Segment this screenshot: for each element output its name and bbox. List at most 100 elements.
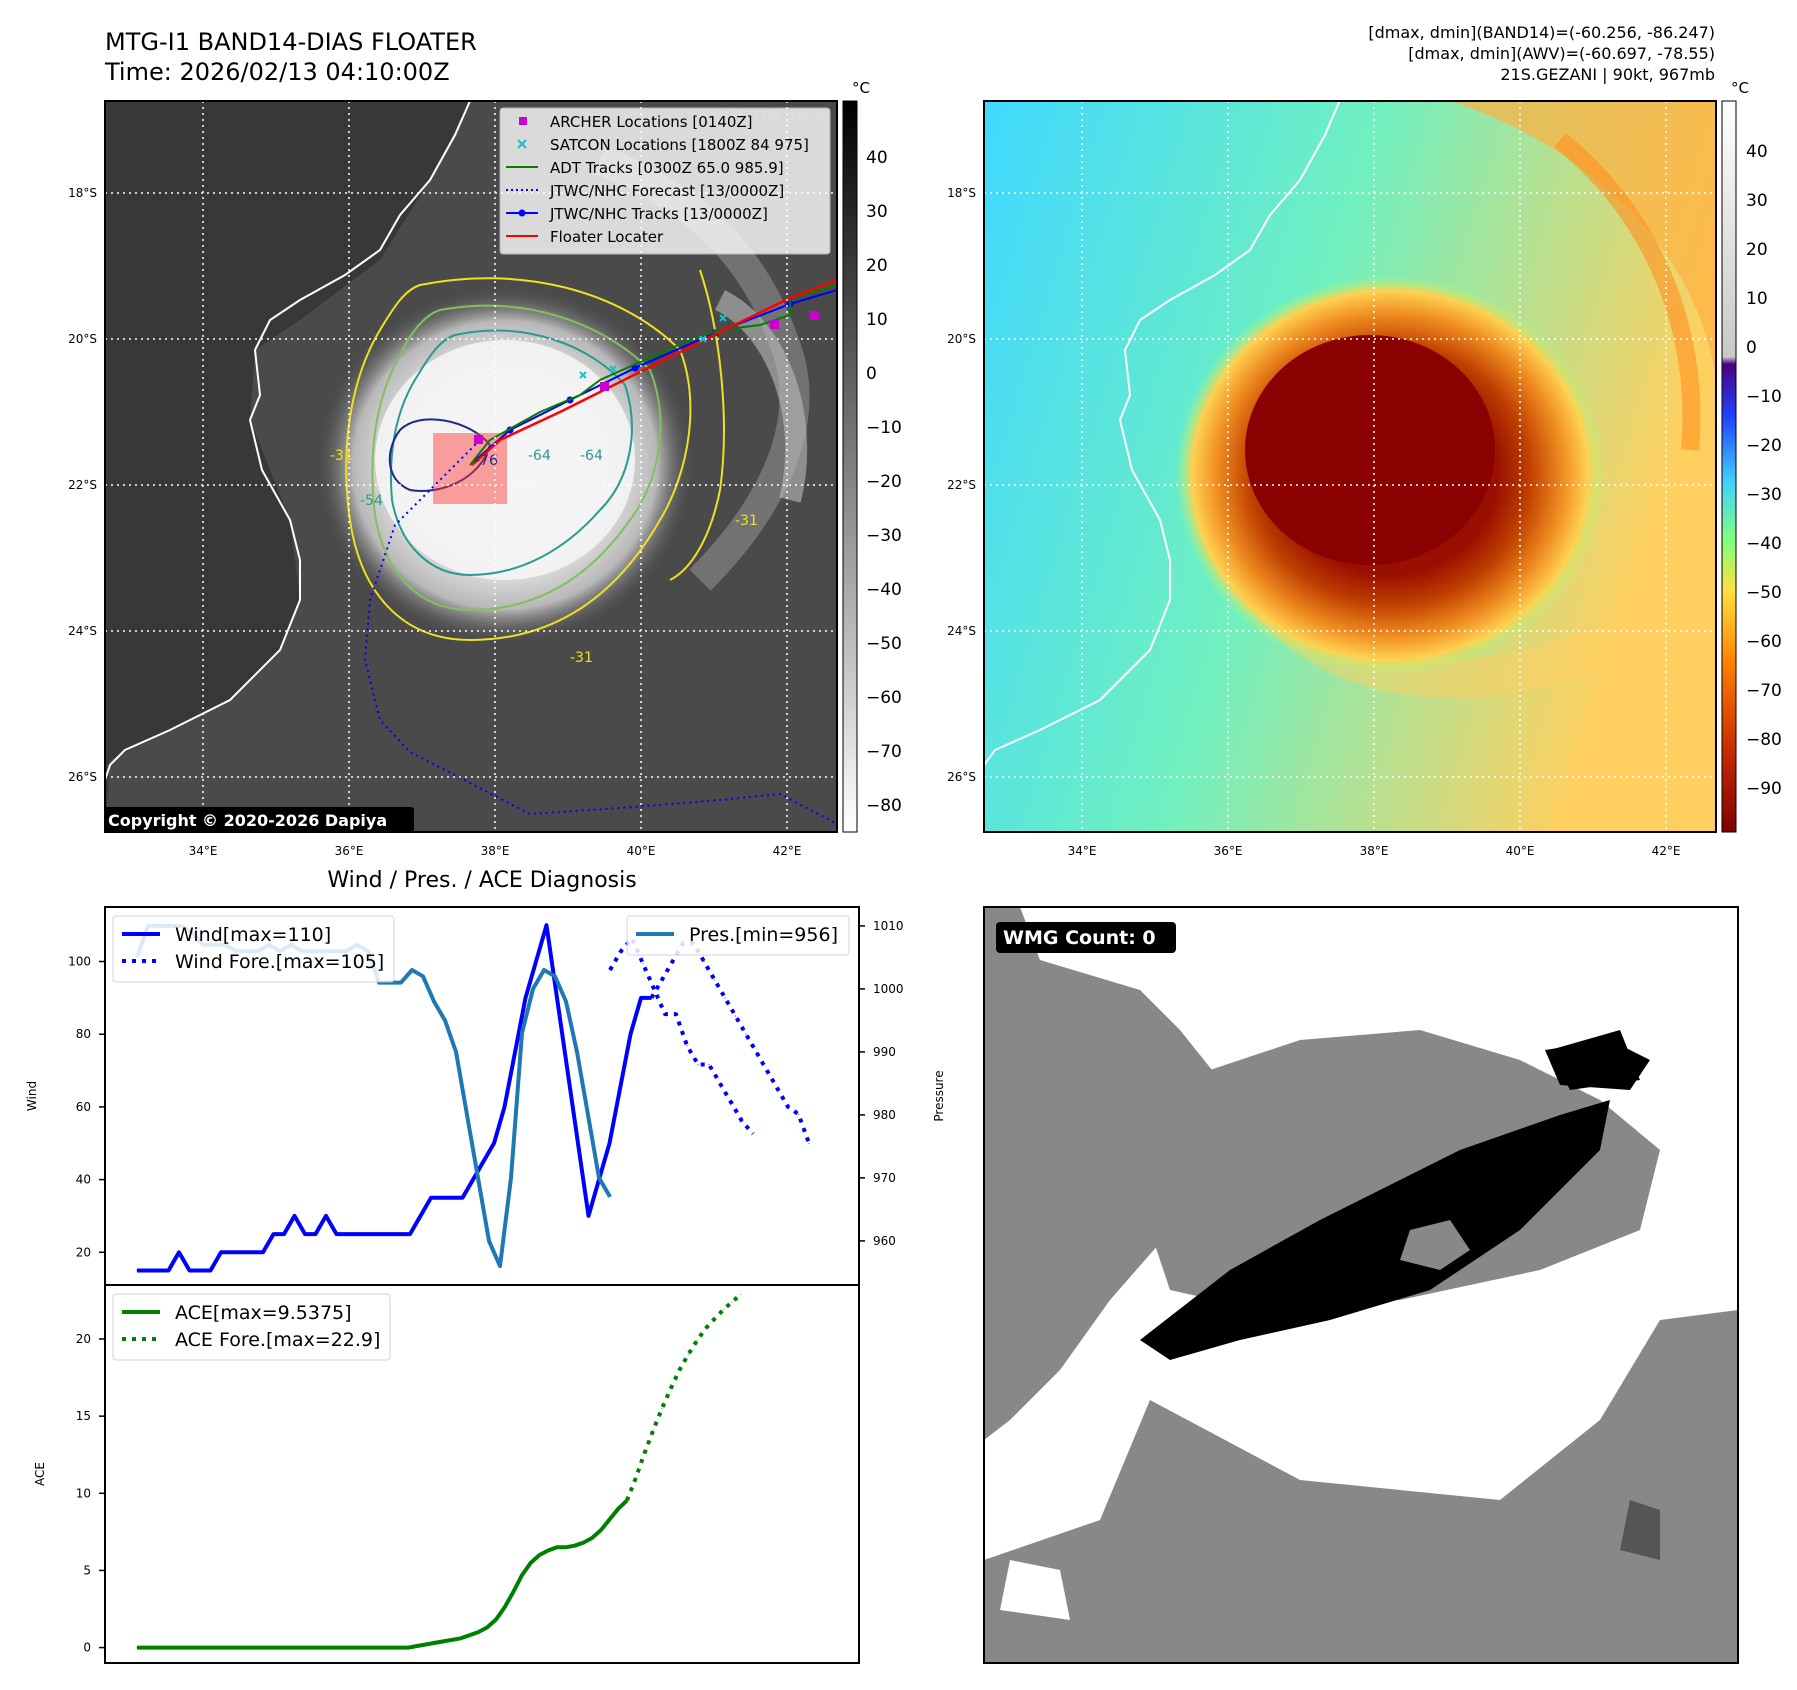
pressure-line-point <box>598 1177 600 1179</box>
ace-line-point <box>530 1562 532 1564</box>
wind-legend-label: Wind[max=110] <box>175 924 331 946</box>
wind-line-point <box>262 1251 264 1253</box>
map-gridlines-right <box>984 101 1716 832</box>
pressure-forecast-line-point <box>653 988 655 990</box>
pressure-line-point <box>565 1001 567 1002</box>
watermark: © FIUN 2026 <box>715 108 830 127</box>
colorbar-tick: −10 <box>866 418 902 438</box>
ace-legend-box <box>112 1293 391 1361</box>
ace-line-point <box>381 1647 383 1649</box>
contour-label: -31 <box>570 650 593 666</box>
wind-line-point <box>252 1251 253 1253</box>
wind-tick-label: 80 <box>76 1027 91 1041</box>
wind-forecast-line-point <box>777 1088 778 1090</box>
ace-line-point <box>224 1647 225 1649</box>
ace-line-point <box>521 1574 523 1576</box>
colorbar-tick: −20 <box>866 472 902 492</box>
ace-line-point <box>250 1647 252 1649</box>
wind-line-point <box>472 1179 474 1181</box>
pres-legend-box <box>626 915 850 956</box>
lon-label: 34°E <box>189 844 218 858</box>
ace-ylabel: ACE <box>33 1462 47 1486</box>
lat-label: 18°S <box>947 186 976 200</box>
colorbar-tick: 10 <box>866 310 888 330</box>
pressure-forecast-line-point <box>686 1045 688 1047</box>
ace-forecast-line-point <box>696 1340 698 1341</box>
ace-line-point <box>477 1631 479 1633</box>
wind-forecast-line-point <box>756 1051 757 1053</box>
colorbar-tick: 10 <box>1746 289 1768 309</box>
ace-line-point <box>320 1647 322 1649</box>
ace-line-point <box>259 1647 260 1649</box>
colorbar-tick: −80 <box>866 796 902 816</box>
ace-line-point <box>302 1647 304 1649</box>
pressure-forecast-line-point <box>675 1013 677 1015</box>
wind-forecast-line-point <box>661 979 663 981</box>
legend-label: Floater Locater <box>550 228 664 246</box>
wind-line-point <box>220 1251 222 1253</box>
lon-label: 36°E <box>335 844 364 858</box>
ace-line-point <box>285 1647 287 1649</box>
ace-line-point <box>364 1647 365 1649</box>
pressure-forecast-line-point <box>697 1064 699 1065</box>
title-line1: MTG-I1 BAND14-DIAS FLOATER <box>105 28 477 56</box>
ace-line-point <box>451 1639 453 1641</box>
colorbar-tick: −60 <box>866 688 902 708</box>
wind-line-point <box>451 1197 453 1199</box>
pressure-line-point <box>543 969 545 971</box>
pressure-forecast-line-point <box>752 1133 754 1135</box>
pressure-line-point <box>510 1177 512 1179</box>
pressure-forecast-line-point <box>620 950 622 952</box>
colorbar-tick: 0 <box>1746 338 1757 358</box>
ace-line <box>137 1498 629 1650</box>
wind-line-point <box>399 1233 400 1235</box>
lat-label: 24°S <box>68 624 97 638</box>
wind-legend: Wind[max=110] Wind Fore.[max=105] <box>112 915 395 983</box>
pressure-line-point <box>587 1114 589 1116</box>
lat-labels-right: 18°S 20°S 22°S 24°S 26°S <box>947 186 976 784</box>
ace-forecast-line-point <box>626 1499 628 1501</box>
ace-line-point <box>504 1607 505 1608</box>
wmg-gray-center <box>1140 1030 1660 1310</box>
ace-forecast-line-point <box>661 1407 663 1409</box>
lat-label: 20°S <box>68 332 97 346</box>
ace-tick-label: 0 <box>83 1641 91 1655</box>
colorbar-tick: −80 <box>1746 730 1782 750</box>
colorbar-tick: −50 <box>866 634 902 654</box>
colorbar-tick: 20 <box>866 256 888 276</box>
pressure-forecast-line-point <box>730 1101 732 1103</box>
coastline-right <box>984 101 1341 766</box>
wind-line-point <box>178 1251 180 1253</box>
ace-line-point <box>407 1647 409 1649</box>
pres-tick-label: 970 <box>873 1171 896 1185</box>
ace-line-point <box>600 1529 602 1531</box>
wind-line-point <box>546 924 547 926</box>
colorbar-tick: −50 <box>1746 583 1782 603</box>
wind-forecast-line-point <box>735 1015 736 1017</box>
ace-legend-label: ACE[max=9.5375] <box>175 1302 352 1324</box>
colorbar-tick: 0 <box>866 364 877 384</box>
contour-54 <box>371 304 662 612</box>
colorbar-tick: −70 <box>866 742 902 762</box>
contour-label: -64 <box>580 448 603 464</box>
contour-label: -31 <box>735 513 758 529</box>
colorbar-tick: 30 <box>866 202 888 222</box>
pressure-forecast-line-point <box>609 969 611 971</box>
wind-forecast-line-point <box>651 997 652 999</box>
ace-line-point <box>565 1546 567 1548</box>
pressure-line-point <box>411 969 413 971</box>
adt-track <box>469 284 837 466</box>
legend-archer-icon <box>519 117 527 125</box>
ace-forecast-line-point <box>705 1327 707 1329</box>
ace-line-point <box>294 1647 295 1649</box>
pres-tick-label: 1000 <box>873 982 904 996</box>
legend-satcon-icon <box>517 139 527 149</box>
wind-tick-label: 60 <box>76 1100 91 1114</box>
ace-line-point <box>136 1647 138 1649</box>
contour-label: -31 <box>330 448 353 464</box>
wind-fore-legend-label: Wind Fore.[max=105] <box>175 951 384 973</box>
ace-line-point <box>617 1508 619 1510</box>
lat-label: 24°S <box>947 624 976 638</box>
pressure-forecast-line-point <box>664 1013 666 1015</box>
ace-forecast-line-point <box>740 1293 742 1295</box>
